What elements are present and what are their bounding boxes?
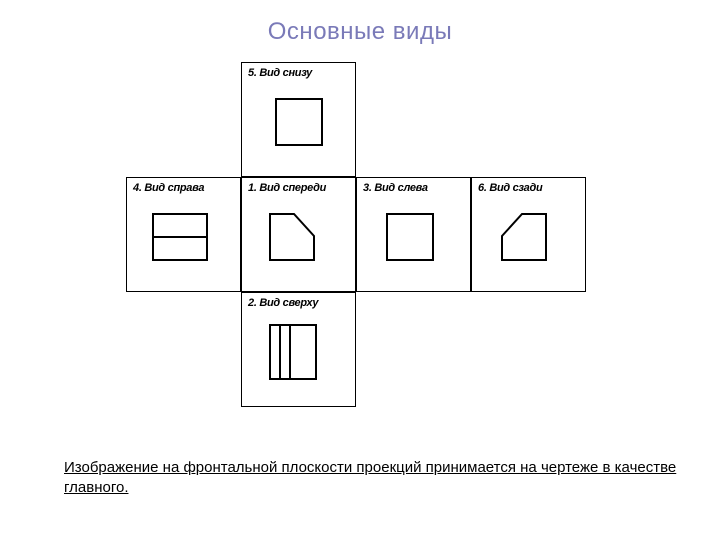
- cell-view-back: 6. Вид сзади: [471, 177, 586, 292]
- cell-view-front: 1. Вид спереди: [241, 177, 356, 292]
- shape-view-top: [242, 293, 357, 408]
- shape-view-front: [242, 178, 357, 293]
- page-title: Основные виды: [0, 18, 720, 46]
- cell-view-right: 4. Вид справа: [126, 177, 241, 292]
- cell-view-bottom: 5. Вид снизу: [241, 62, 356, 177]
- shape-view-right: [127, 178, 242, 293]
- shape-view-bottom: [242, 63, 357, 178]
- shape-view-left: [357, 178, 472, 293]
- cell-view-top: 2. Вид сверху: [241, 292, 356, 407]
- caption-text: Изображение на фронтальной плоскости про…: [64, 458, 720, 499]
- views-diagram: 5. Вид снизу 4. Вид справа 1. Вид сперед…: [126, 62, 586, 407]
- cell-view-left: 3. Вид слева: [356, 177, 471, 292]
- shape-view-back: [472, 178, 587, 293]
